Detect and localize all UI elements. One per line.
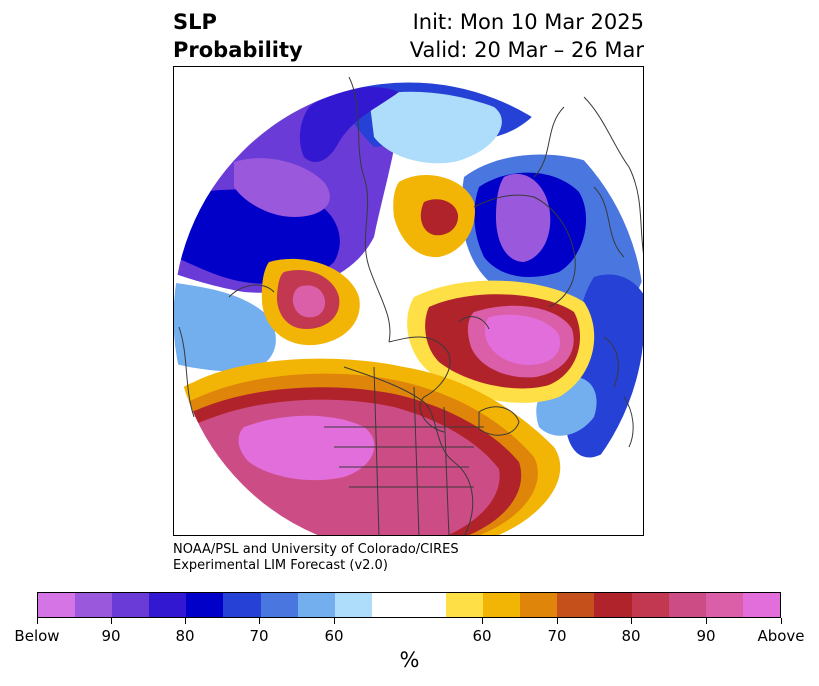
colorbar-tick-mark [557, 618, 558, 624]
colorbar-swatch [446, 593, 484, 617]
colorbar-swatch [705, 593, 743, 617]
colorbar-swatch [408, 593, 447, 617]
colorbar-swatch [186, 593, 224, 617]
colorbar-tick-mark [631, 618, 632, 624]
colorbar-tick-mark [482, 618, 483, 624]
below-region-west-band [174, 282, 276, 372]
colorbar-swatch [594, 593, 632, 617]
colorbar-swatch [75, 593, 113, 617]
colorbar-swatch [557, 593, 595, 617]
colorbar-tick-label: 90 [101, 627, 121, 645]
above-region-atlantic-peak [485, 314, 561, 365]
colorbar-tick-mark [781, 618, 782, 624]
colorbar-swatch [631, 593, 669, 617]
polar-disc-edge [174, 81, 643, 535]
colorbar-swatch [38, 593, 76, 617]
colorbar-swatch [149, 593, 187, 617]
colorbar-tick-mark [111, 618, 112, 624]
colorbar-swatch [742, 593, 780, 617]
colorbar-swatch [112, 593, 150, 617]
colorbar-tick-mark [185, 618, 186, 624]
colorbar-tick-label: Above [757, 627, 805, 645]
credit-line-1: NOAA/PSL and University of Colorado/CIRE… [173, 542, 459, 557]
colorbar-tick-label: 80 [621, 627, 641, 645]
colorbar-swatch [668, 593, 706, 617]
colorbar-unit: % [399, 648, 420, 672]
colorbar-tick-mark [334, 618, 335, 624]
below-region-siberia-arc [299, 87, 399, 162]
colorbar-swatch [260, 593, 298, 617]
title-metric: Probability [173, 38, 303, 62]
colorbar-tick-mark [37, 618, 38, 624]
colorbar-tick-mark [259, 618, 260, 624]
map-dates: Init: Mon 10 Mar 2025 Valid: 20 Mar – 26… [410, 8, 644, 64]
map-title: SLP Probability [173, 8, 303, 64]
colorbar-tick-label: Below [14, 627, 60, 645]
coastlines [178, 76, 643, 535]
init-date: Init: Mon 10 Mar 2025 [412, 10, 644, 34]
colorbar-swatch [483, 593, 521, 617]
below-region-asia-core [234, 158, 330, 217]
colorbar-tick-label: 60 [324, 627, 344, 645]
title-variable: SLP [173, 10, 217, 34]
credit-text: NOAA/PSL and University of Colorado/CIRE… [173, 542, 459, 574]
colorbar-swatch [297, 593, 335, 617]
polar-map [173, 66, 644, 536]
colorbar-swatch [371, 593, 409, 617]
colorbar-tick-mark [706, 618, 707, 624]
colorbar-swatch [520, 593, 558, 617]
colorbar-swatch [223, 593, 261, 617]
above-region-namerica-core [238, 415, 375, 481]
polar-map-svg [174, 76, 643, 535]
above-region-pacific-core [292, 285, 326, 318]
credit-line-2: Experimental LIM Forecast (v2.0) [173, 558, 388, 573]
colorbar-tick-label: 60 [472, 627, 492, 645]
valid-range: Valid: 20 Mar – 26 Mar [409, 38, 644, 62]
below-region-arctic-light [369, 91, 502, 164]
colorbar-tick-label: 90 [696, 627, 716, 645]
colorbar [37, 592, 781, 618]
colorbar-swatch [334, 593, 372, 617]
above-region-arctic-core [420, 199, 459, 236]
colorbar-tick-label: 80 [175, 627, 195, 645]
colorbar-tick-label: 70 [249, 627, 269, 645]
colorbar-tick-label: 70 [547, 627, 567, 645]
